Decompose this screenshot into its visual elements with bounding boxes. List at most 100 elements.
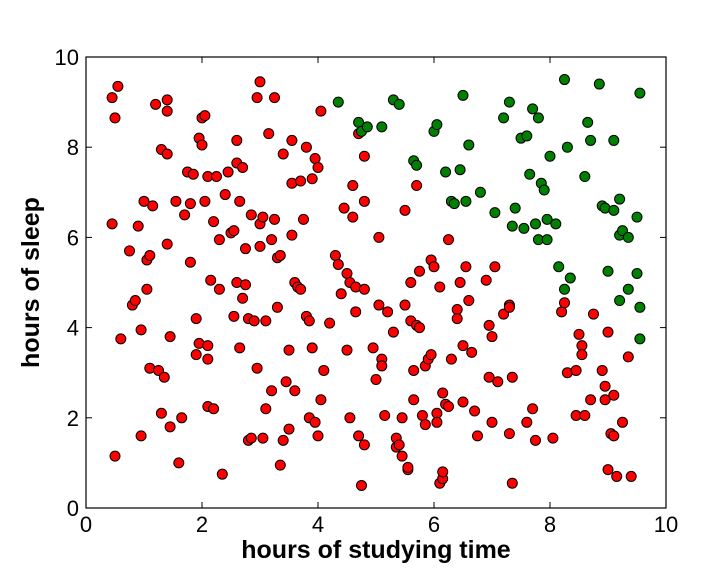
green-point bbox=[550, 218, 562, 230]
red-point bbox=[254, 240, 266, 252]
red-point bbox=[547, 432, 559, 444]
red-point bbox=[393, 439, 405, 451]
red-point bbox=[312, 161, 324, 173]
green-point bbox=[503, 96, 515, 108]
red-point bbox=[428, 261, 440, 273]
red-point bbox=[254, 76, 266, 88]
red-point bbox=[573, 328, 585, 340]
red-point bbox=[599, 380, 611, 392]
red-point bbox=[347, 211, 359, 223]
y-tick-label: 6 bbox=[67, 225, 79, 250]
green-point bbox=[634, 333, 646, 345]
red-point bbox=[295, 283, 307, 295]
red-point bbox=[277, 148, 289, 160]
green-point bbox=[454, 164, 466, 176]
data-points bbox=[106, 74, 646, 491]
red-point bbox=[245, 209, 257, 221]
red-point bbox=[280, 376, 292, 388]
green-point bbox=[559, 283, 570, 295]
green-point bbox=[553, 261, 565, 273]
green-point bbox=[608, 134, 620, 146]
red-point bbox=[237, 292, 249, 304]
red-point bbox=[190, 349, 202, 361]
green-point bbox=[440, 166, 452, 178]
red-point bbox=[579, 410, 591, 422]
red-point bbox=[269, 92, 280, 104]
green-point bbox=[608, 204, 620, 216]
red-point bbox=[211, 171, 222, 183]
red-point bbox=[260, 403, 272, 415]
green-point bbox=[602, 265, 614, 277]
green-point bbox=[332, 96, 344, 108]
red-point bbox=[179, 209, 191, 221]
red-point bbox=[370, 373, 382, 385]
red-point bbox=[283, 344, 295, 356]
red-point bbox=[353, 430, 365, 442]
red-point bbox=[396, 412, 408, 424]
red-point bbox=[289, 385, 301, 397]
green-point bbox=[509, 202, 521, 214]
red-point bbox=[144, 249, 156, 261]
red-point bbox=[312, 430, 324, 442]
red-point bbox=[199, 195, 211, 207]
red-point bbox=[405, 277, 417, 288]
red-point bbox=[184, 256, 196, 268]
red-point bbox=[263, 128, 275, 140]
red-point bbox=[344, 412, 356, 424]
red-point bbox=[300, 141, 312, 153]
red-point bbox=[187, 168, 199, 180]
green-point bbox=[541, 234, 553, 246]
red-point bbox=[150, 98, 162, 110]
red-point bbox=[248, 315, 260, 327]
green-point bbox=[614, 193, 626, 205]
red-point bbox=[161, 94, 173, 106]
red-point bbox=[213, 283, 225, 295]
green-point bbox=[448, 198, 460, 210]
tick-labels: 0 2 4 6 8 10 0 2 4 6 8 10 bbox=[55, 45, 679, 537]
red-point bbox=[309, 152, 321, 164]
green-point bbox=[489, 207, 501, 219]
red-point bbox=[622, 351, 634, 363]
red-point bbox=[489, 261, 501, 273]
green-point bbox=[457, 89, 469, 101]
green-point bbox=[614, 295, 626, 307]
red-point bbox=[208, 216, 220, 228]
red-point bbox=[396, 450, 408, 462]
green-point bbox=[524, 168, 536, 180]
red-point bbox=[399, 204, 411, 216]
red-point bbox=[585, 394, 597, 406]
red-point bbox=[506, 477, 518, 489]
red-point bbox=[419, 419, 431, 431]
green-point bbox=[393, 98, 405, 110]
red-point bbox=[324, 317, 336, 329]
x-tick-label: 10 bbox=[654, 512, 678, 537]
red-point bbox=[358, 150, 370, 162]
green-point bbox=[460, 195, 472, 207]
green-point bbox=[622, 231, 634, 243]
y-tick-label: 2 bbox=[67, 406, 79, 431]
red-point bbox=[341, 344, 353, 356]
red-point bbox=[240, 279, 251, 291]
red-point bbox=[202, 353, 214, 365]
red-point bbox=[443, 401, 454, 413]
red-point bbox=[408, 364, 420, 376]
red-point bbox=[161, 148, 173, 160]
red-point bbox=[260, 315, 272, 327]
red-point bbox=[454, 277, 466, 288]
red-point bbox=[213, 234, 225, 246]
red-point bbox=[602, 464, 614, 476]
green-point bbox=[593, 78, 605, 90]
red-point bbox=[147, 200, 159, 212]
green-point bbox=[541, 213, 553, 225]
red-point bbox=[315, 394, 327, 406]
red-point bbox=[129, 295, 141, 307]
red-point bbox=[138, 195, 150, 207]
green-point bbox=[564, 272, 576, 284]
red-point bbox=[176, 412, 188, 424]
red-point bbox=[161, 238, 173, 250]
red-point bbox=[298, 213, 309, 225]
red-point bbox=[472, 430, 483, 442]
green-point bbox=[631, 211, 643, 223]
red-point bbox=[155, 407, 167, 419]
red-point bbox=[306, 342, 318, 354]
